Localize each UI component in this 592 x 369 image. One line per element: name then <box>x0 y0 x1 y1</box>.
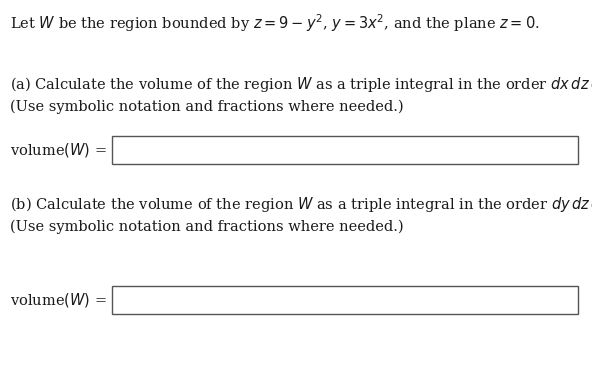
Text: volume$(W)$ =: volume$(W)$ = <box>10 141 107 159</box>
Text: Let $W$ be the region bounded by $z = 9 - y^2$, $y = 3x^2$, and the plane $z = 0: Let $W$ be the region bounded by $z = 9 … <box>10 12 540 34</box>
Text: (a) Calculate the volume of the region $W$ as a triple integral in the order $dx: (a) Calculate the volume of the region $… <box>10 75 592 94</box>
Bar <box>112 286 578 314</box>
Text: (b) Calculate the volume of the region $W$ as a triple integral in the order $dy: (b) Calculate the volume of the region $… <box>10 195 592 214</box>
Text: (Use symbolic notation and fractions where needed.): (Use symbolic notation and fractions whe… <box>10 220 404 234</box>
Text: volume$(W)$ =: volume$(W)$ = <box>10 291 107 309</box>
Text: (Use symbolic notation and fractions where needed.): (Use symbolic notation and fractions whe… <box>10 100 404 114</box>
Bar <box>112 136 578 164</box>
